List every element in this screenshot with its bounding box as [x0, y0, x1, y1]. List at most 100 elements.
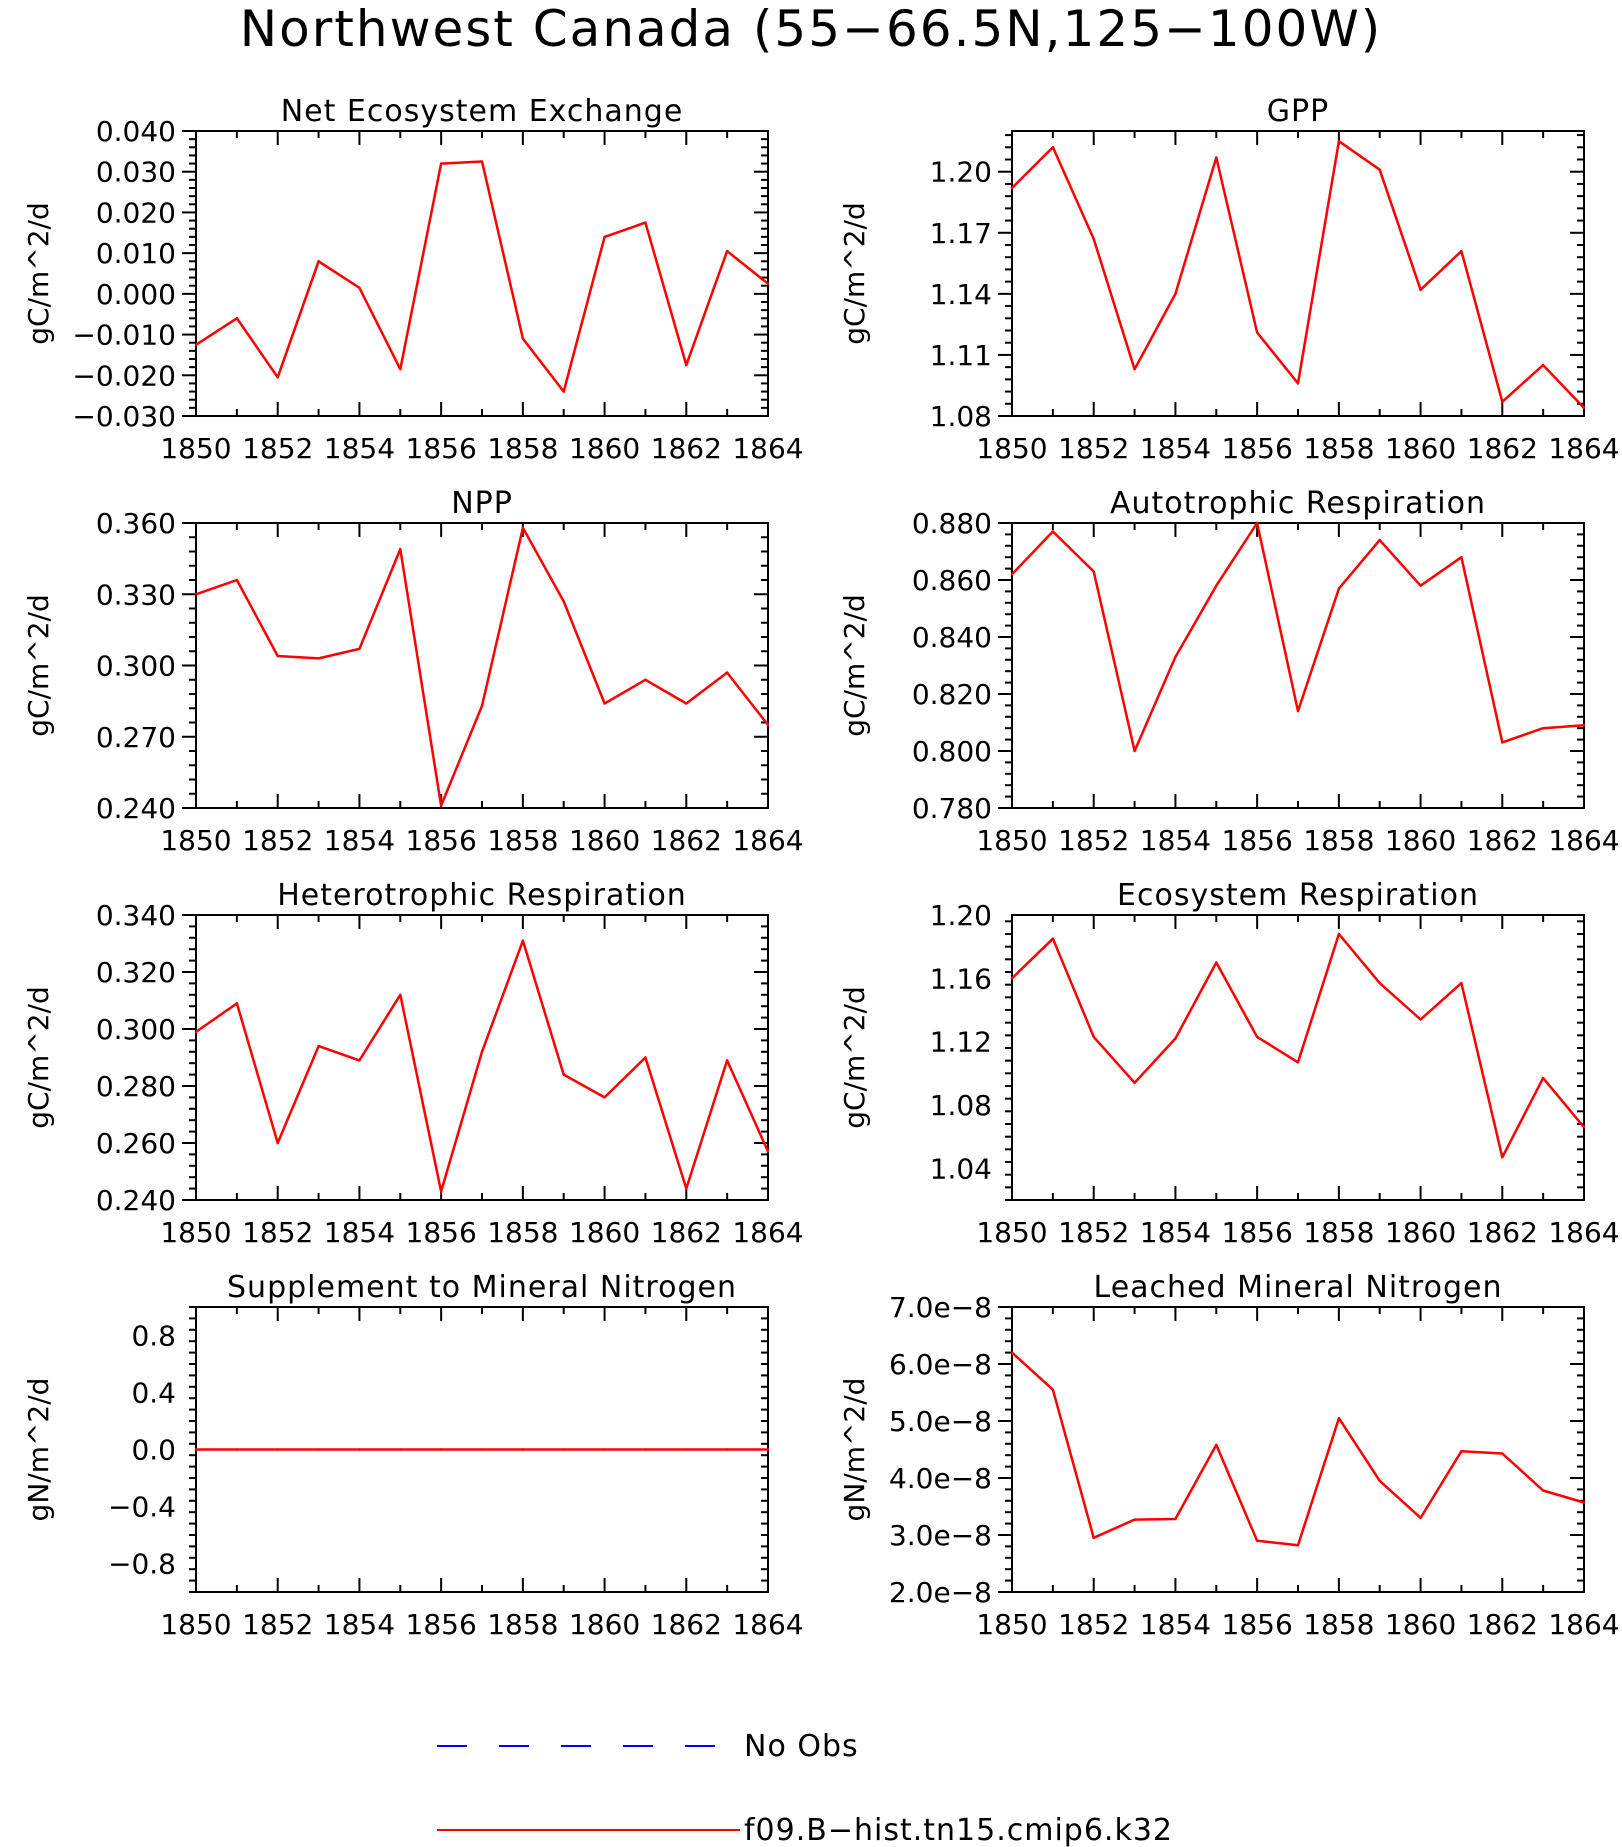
data-point	[194, 1030, 198, 1034]
y-tick-label: 0.010	[96, 237, 176, 270]
y-tick-label: −0.020	[72, 359, 176, 392]
data-point	[399, 367, 402, 371]
x-tick-label: 1856	[1222, 1216, 1293, 1249]
x-tick-label: 1856	[1222, 1608, 1293, 1641]
x-tick-label: 1856	[1222, 824, 1293, 857]
panel-title: Leached Mineral Nitrogen	[1094, 1270, 1503, 1305]
data-point	[1541, 1076, 1545, 1080]
y-tick-label: 6.0e−8	[889, 1348, 992, 1381]
data-point	[1092, 1536, 1095, 1540]
y-axis-label: gC/m^2/d	[22, 202, 55, 345]
data-point	[358, 286, 361, 289]
y-axis-label: gC/m^2/d	[22, 986, 55, 1129]
data-point	[439, 1448, 443, 1451]
data-point	[725, 671, 729, 674]
y-tick-label: 1.20	[930, 899, 992, 932]
x-tick-label: 1854	[1140, 432, 1211, 465]
chart-panel: Heterotrophic Respiration gC/m^2/d 1850 185…	[22, 878, 804, 1249]
plot-frame	[1011, 522, 1585, 809]
y-tick-label: 0.330	[96, 578, 176, 611]
chart-panel: Leached Mineral Nitrogen gN/m^2/d 1850 1852…	[838, 1270, 1620, 1641]
data-point	[1501, 1452, 1504, 1455]
data-point	[1092, 1035, 1095, 1039]
data-point	[317, 260, 320, 263]
data-point	[1582, 724, 1586, 727]
series-line	[195, 160, 769, 393]
data-point	[521, 337, 525, 340]
x-tick-label: 1852	[1058, 824, 1129, 857]
y-tick-label: 0.000	[96, 278, 176, 311]
data-point	[1378, 1479, 1381, 1483]
x-tick-label: 1860	[569, 824, 640, 857]
x-tick-label: 1864	[732, 1608, 803, 1641]
y-tick-label: 0.240	[96, 792, 176, 825]
data-point	[1133, 749, 1136, 753]
data-point	[1092, 570, 1095, 573]
y-tick-label: 0.020	[96, 196, 176, 229]
data-point	[317, 1448, 320, 1451]
data-point	[521, 526, 525, 529]
y-tick-label: 1.12	[930, 1026, 992, 1059]
y-axis-label: gN/m^2/d	[838, 1378, 871, 1522]
data-point	[1092, 237, 1095, 241]
data-point	[603, 235, 606, 239]
x-tick-label: 1862	[651, 824, 722, 857]
chart-panel: Net Ecosystem Exchange gC/m^2/d 1850 1852 18…	[22, 94, 804, 465]
figure-title: Northwest Canada (55−66.5N,125−100W)	[240, 0, 1383, 58]
data-point	[1215, 961, 1218, 964]
data-point	[1051, 937, 1055, 940]
y-tick-label: −0.030	[72, 400, 176, 433]
data-point	[194, 1448, 198, 1451]
data-point	[439, 804, 443, 807]
data-point	[439, 1190, 443, 1193]
panel-title: Ecosystem Respiration	[1117, 878, 1479, 913]
y-tick-label: 0.040	[96, 115, 176, 148]
x-tick-label: 1854	[1140, 1216, 1211, 1249]
x-tick-label: 1858	[1303, 1608, 1374, 1641]
data-point	[358, 1059, 361, 1062]
data-point	[1133, 367, 1136, 371]
data-point	[1337, 1416, 1341, 1420]
y-tick-label: 7.0e−8	[889, 1291, 992, 1324]
y-tick-label: −0.4	[108, 1491, 176, 1524]
data-point	[399, 1448, 402, 1451]
x-tick-label: 1864	[1548, 824, 1619, 857]
y-tick-label: 1.20	[930, 156, 992, 189]
y-tick-label: 1.14	[930, 278, 992, 311]
x-tick-label: 1850	[160, 1608, 231, 1641]
data-point	[644, 221, 647, 224]
y-tick-label: 0.240	[96, 1184, 176, 1217]
x-tick-label: 1850	[160, 1216, 231, 1249]
panel-title: GPP	[1267, 94, 1329, 129]
x-tick-label: 1856	[1222, 432, 1293, 465]
data-point	[480, 1448, 484, 1451]
data-point	[1419, 288, 1422, 291]
x-tick-label: 1852	[242, 1216, 313, 1249]
y-axis-label: gC/m^2/d	[838, 594, 871, 737]
series-line	[195, 939, 770, 1193]
x-tick-label: 1860	[569, 432, 640, 465]
data-point	[766, 282, 770, 285]
x-tick-label: 1856	[406, 1216, 477, 1249]
x-tick-label: 1858	[487, 824, 558, 857]
x-tick-label: 1862	[651, 1608, 722, 1641]
x-tick-label: 1860	[1385, 824, 1456, 857]
data-point	[1010, 573, 1014, 576]
y-tick-label: 1.17	[930, 217, 992, 250]
chart-panel: Autotrophic Respiration gC/m^2/d 1850 1852 1…	[838, 486, 1620, 857]
x-tick-label: 1856	[406, 432, 477, 465]
data-point	[1010, 186, 1014, 190]
y-tick-label: 4.0e−8	[889, 1462, 992, 1495]
x-tick-label: 1858	[487, 1216, 558, 1249]
x-tick-label: 1850	[976, 824, 1047, 857]
x-tick-label: 1852	[1058, 1216, 1129, 1249]
x-tick-label: 1862	[1467, 1608, 1538, 1641]
data-point	[1460, 1450, 1463, 1453]
data-point	[1460, 981, 1463, 985]
data-point	[1255, 331, 1259, 334]
x-tick-label: 1858	[487, 432, 558, 465]
y-tick-label: 0.860	[912, 564, 992, 597]
data-point	[725, 249, 729, 253]
x-tick-label: 1860	[569, 1608, 640, 1641]
x-tick-label: 1850	[976, 432, 1047, 465]
